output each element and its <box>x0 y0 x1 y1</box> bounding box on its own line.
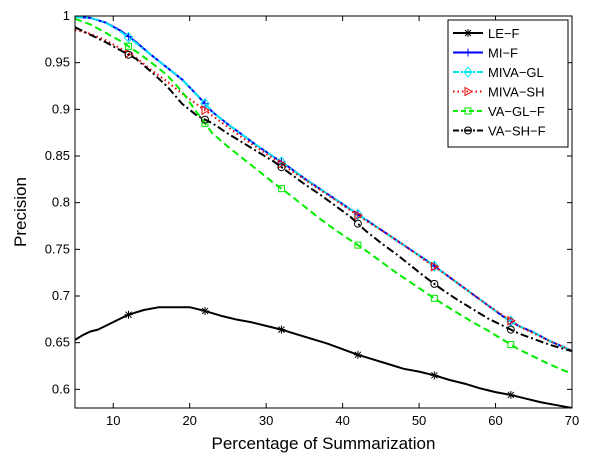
series-marker-va-sh-f-1 <box>200 115 209 124</box>
x-tick-label-5: 60 <box>488 413 502 428</box>
legend: LE−F MI−F MIVA−GL MIVA−SH VA−GL−F VA−SH−F <box>447 19 569 148</box>
legend-marker-miva-gl <box>463 66 473 78</box>
series-line-miva-gl <box>75 16 572 352</box>
series-line-le-f <box>75 306 572 408</box>
x-tick-label-4: 50 <box>412 413 426 428</box>
series-marker-le-f-3 <box>353 350 362 359</box>
x-tick-label-2: 30 <box>259 413 273 428</box>
series-line-va-gl-f <box>75 17 572 375</box>
legend-label-va-sh-f: VA−SH−F <box>488 124 546 139</box>
series-marker-miva-gl-1 <box>200 97 210 110</box>
legend-marker-le-f <box>464 29 472 37</box>
x-tick-label-0: 10 <box>106 413 120 428</box>
legend-marker-va-sh-f <box>464 126 472 135</box>
x-tick-label-6: 70 <box>565 413 579 428</box>
legend-item-mi-f: MI−F <box>453 46 518 61</box>
series-marker-miva-sh-1 <box>201 105 210 116</box>
series-marker-miva-sh-3 <box>354 210 363 221</box>
y-tick-label-4: 0.8 <box>52 195 70 210</box>
series-lines <box>75 16 572 408</box>
series-marker-va-sh-f-2 <box>277 163 286 172</box>
series-marker-miva-gl-0 <box>123 31 134 44</box>
legend-marker-va-gl-f <box>464 107 472 115</box>
series-marker-va-gl-f-2 <box>277 185 285 193</box>
series-marker-va-gl-f-5 <box>507 341 515 349</box>
series-line-va-sh-f <box>75 26 572 353</box>
series-marker-le-f-5 <box>506 390 515 399</box>
legend-label-le-f: LE−F <box>488 26 519 41</box>
y-tick-label-0: 0.6 <box>52 381 70 396</box>
y-tick-label-7: 0.95 <box>45 55 70 70</box>
axes: 10 20 30 40 50 60 70 0.6 0.65 0.7 0.75 0.8 0.85 0.9 0.… <box>45 8 580 428</box>
series-marker-va-gl-f-0 <box>125 42 133 50</box>
series-marker-va-sh-f-5 <box>506 325 515 334</box>
legend-item-miva-gl: MIVA−GL <box>453 65 544 80</box>
y-tick-label-3: 0.75 <box>45 241 70 256</box>
y-axis-label: Precision <box>11 177 30 247</box>
y-tick-label-8: 1 <box>63 8 70 23</box>
y-tick-label-1: 0.65 <box>45 335 70 350</box>
legend-item-miva-sh: MIVA−SH <box>453 85 544 100</box>
series-marker-va-sh-f-3 <box>353 219 362 228</box>
series-marker-miva-sh-4 <box>430 261 440 272</box>
axes-box <box>74 15 573 409</box>
series-marker-le-f-4 <box>430 371 439 380</box>
legend-item-le-f: LE−F <box>453 26 519 41</box>
y-tick-label-5: 0.85 <box>45 148 70 163</box>
series-marker-va-sh-f-0 <box>124 50 133 59</box>
legend-label-va-gl-f: VA−GL−F <box>488 104 545 119</box>
series-le-f <box>75 306 572 408</box>
legend-label-mi-f: MI−F <box>488 46 518 61</box>
series-marker-miva-sh-5 <box>507 315 516 326</box>
series-marker-va-gl-f-3 <box>354 241 362 249</box>
legend-item-va-gl-f: VA−GL−F <box>453 104 545 119</box>
series-va-sh-f <box>75 26 572 353</box>
x-tick-label-3: 40 <box>335 413 349 428</box>
legend-marker-miva-sh <box>464 86 474 97</box>
series-marker-va-gl-f-4 <box>430 294 438 302</box>
x-axis-label: Percentage of Summarization <box>212 434 436 453</box>
series-marker-va-sh-f-4 <box>430 279 439 288</box>
series-marker-le-f-0 <box>124 310 133 319</box>
legend-label-miva-gl: MIVA−GL <box>488 65 544 80</box>
legend-label-miva-sh: MIVA−SH <box>488 85 544 100</box>
series-marker-le-f-1 <box>200 306 209 315</box>
x-tick-label-1: 20 <box>182 413 196 428</box>
y-tick-label-6: 0.9 <box>52 101 70 116</box>
series-marker-le-f-2 <box>277 325 286 334</box>
series-line-miva-sh <box>75 29 572 352</box>
legend-item-va-sh-f: VA−SH−F <box>453 124 546 139</box>
legend-marker-mi-f <box>464 48 472 57</box>
legend-box <box>447 19 569 148</box>
series-va-gl-f <box>75 17 572 375</box>
y-tick-label-2: 0.7 <box>52 288 70 303</box>
